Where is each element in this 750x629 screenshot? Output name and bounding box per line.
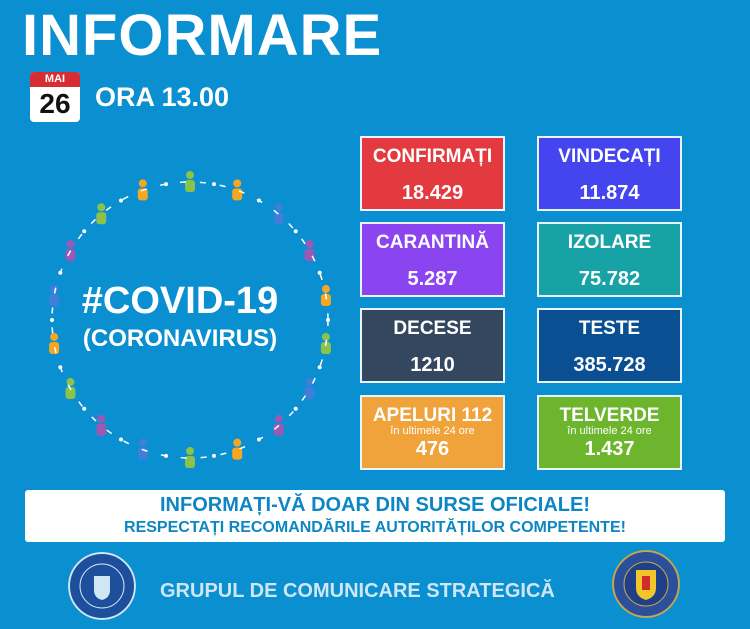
stat-label: DECESE <box>393 318 472 339</box>
stat-sublabel: în ultimele 24 ore <box>567 425 652 437</box>
person-icon <box>65 378 76 399</box>
stat-label: APELURI 112 <box>372 405 493 426</box>
arrow-icon <box>211 453 216 458</box>
stat-box-vindeca-i: VINDECAȚI 11.874 <box>537 136 682 211</box>
person-icon <box>96 203 107 225</box>
person-icon <box>273 414 284 436</box>
stat-box-teste: TESTE 385.728 <box>537 308 682 383</box>
government-logo <box>68 552 136 620</box>
covid-heading: #COVID-19 (CORONAVIRUS) <box>60 280 300 353</box>
calendar-day: 26 <box>39 88 71 119</box>
calendar-month: MAI <box>30 72 80 87</box>
person-icon <box>232 179 243 201</box>
stat-label: TESTE <box>578 318 641 339</box>
people-circle-illustration <box>49 171 331 468</box>
stat-value: 1.437 <box>584 438 635 460</box>
official-sources-banner: INFORMAȚI-VĂ DOAR DIN SURSE OFICIALE! RE… <box>25 490 725 542</box>
stat-value: 1210 <box>410 354 455 376</box>
stat-label: VINDECAȚI <box>558 146 661 167</box>
person-icon <box>320 285 331 307</box>
arrow-icon <box>82 406 87 411</box>
arrow-icon <box>82 229 87 234</box>
dsu-logo <box>612 550 680 618</box>
banner-line-2: RESPECTAȚI RECOMANDĂRILE AUTORITĂȚILOR C… <box>124 519 626 536</box>
stat-value: 5.287 <box>407 268 458 290</box>
arrow-icon <box>211 182 216 187</box>
arrow-icon <box>293 406 298 411</box>
arrow-icon <box>119 198 123 203</box>
circle-arrows <box>51 181 329 459</box>
stat-label: CARANTINĂ <box>376 232 489 253</box>
stat-label: IZOLARE <box>567 232 652 253</box>
stat-box-decese: DECESE 1210 <box>360 308 505 383</box>
person-icon <box>96 414 107 436</box>
person-icon <box>320 332 331 354</box>
footer-text: GRUPUL DE COMUNICARE STRATEGICĂ <box>160 580 555 602</box>
arrow-icon <box>50 318 54 322</box>
stat-value: 385.728 <box>573 354 646 376</box>
covid-hashtag: #COVID-19 <box>81 280 279 322</box>
stat-label: CONFIRMAȚI <box>372 146 493 167</box>
arrow-icon <box>119 437 123 442</box>
stat-box-apeluri-112: APELURI 112 în ultimele 24 ore 476 <box>360 395 505 470</box>
person-icon <box>232 438 243 460</box>
stat-box-carantin-: CARANTINĂ 5.287 <box>360 222 505 297</box>
stat-value: 75.782 <box>578 268 641 290</box>
person-icon <box>185 171 195 192</box>
person-icon <box>49 285 60 307</box>
calendar-icon: MAI 26 <box>30 72 80 122</box>
covid-subtitle: (CORONAVIRUS) <box>82 325 278 352</box>
person-icon <box>304 378 315 399</box>
stat-value: 18.429 <box>401 182 464 204</box>
arrow-icon <box>317 365 322 370</box>
stat-sublabel: în ultimele 24 ore <box>390 425 475 437</box>
stat-value: 476 <box>415 438 450 460</box>
person-icon <box>273 203 284 225</box>
person-icon <box>49 332 60 354</box>
arrow-icon <box>293 229 298 234</box>
person-icon <box>185 447 195 468</box>
stat-box-confirma-i: CONFIRMAȚI 18.429 <box>360 136 505 211</box>
stat-box-telverde: TELVERDE în ultimele 24 ore 1.437 <box>537 395 682 470</box>
banner-line-1: INFORMAȚI-VĂ DOAR DIN SURSE OFICIALE! <box>160 494 590 516</box>
person-icon <box>65 240 76 261</box>
person-icon <box>137 179 148 201</box>
person-icon <box>304 240 315 261</box>
stat-value: 11.874 <box>579 182 640 204</box>
stat-box-izolare: IZOLARE 75.782 <box>537 222 682 297</box>
stat-label: TELVERDE <box>559 405 660 426</box>
hour-label: ORA 13.00 <box>95 82 230 112</box>
arrow-icon <box>317 270 322 275</box>
page-title: INFORMARE <box>22 3 383 68</box>
